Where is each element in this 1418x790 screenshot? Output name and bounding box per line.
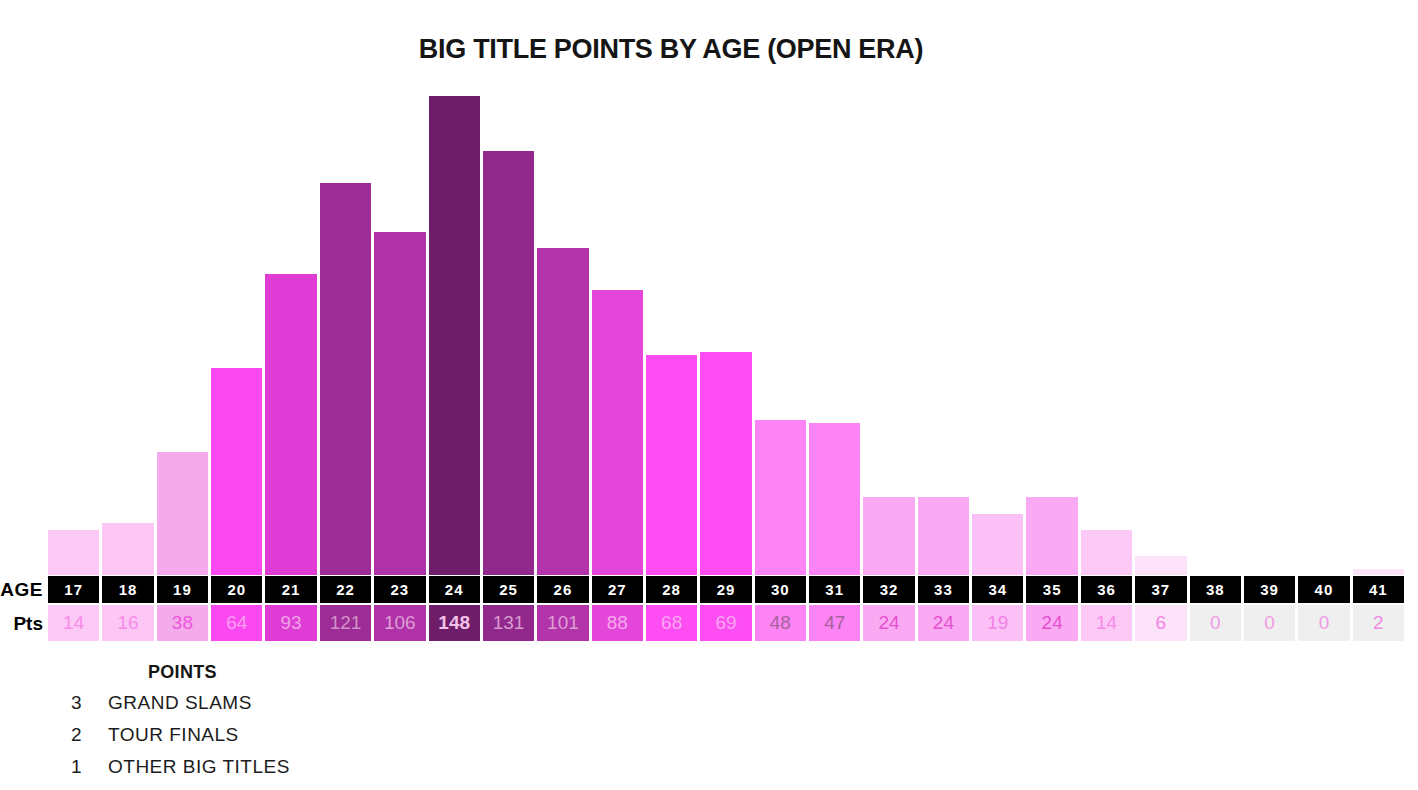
age-cell-36: 36 xyxy=(1081,576,1132,603)
points-cell-age-19: 38 xyxy=(157,605,208,641)
points-cell-age-41: 2 xyxy=(1353,605,1404,641)
points-cell-age-33: 24 xyxy=(918,605,969,641)
legend-item-label: TOUR FINALS xyxy=(108,724,239,745)
age-cell-33: 33 xyxy=(918,576,969,603)
points-row-label: Pts xyxy=(0,606,45,642)
bar-age-17 xyxy=(48,530,99,575)
age-cell-31: 31 xyxy=(809,576,860,603)
bar-age-32 xyxy=(863,497,914,575)
points-cell-age-39: 0 xyxy=(1244,605,1295,641)
points-cell-age-25: 131 xyxy=(483,605,534,641)
legend-points-value: 1 xyxy=(71,756,108,778)
legend-item-label: GRAND SLAMS xyxy=(108,692,252,713)
bar-age-21 xyxy=(265,274,316,575)
points-cell-age-24: 148 xyxy=(429,605,480,641)
bar-age-35 xyxy=(1026,497,1077,575)
bar-age-28 xyxy=(646,355,697,575)
age-cell-19: 19 xyxy=(157,576,208,603)
age-cell-34: 34 xyxy=(972,576,1023,603)
age-cell-30: 30 xyxy=(755,576,806,603)
age-cell-29: 29 xyxy=(700,576,751,603)
points-cell-age-28: 68 xyxy=(646,605,697,641)
bars-area xyxy=(48,96,1404,575)
bar-age-18 xyxy=(102,523,153,575)
age-cell-39: 39 xyxy=(1244,576,1295,603)
bar-age-30 xyxy=(755,420,806,575)
points-cell-age-18: 16 xyxy=(102,605,153,641)
bar-age-26 xyxy=(537,248,588,575)
age-cell-28: 28 xyxy=(646,576,697,603)
bar-age-23 xyxy=(374,232,425,575)
legend-item-grand-slams: 3GRAND SLAMS xyxy=(71,692,252,714)
points-cell-age-29: 69 xyxy=(700,605,751,641)
age-cell-23: 23 xyxy=(374,576,425,603)
age-cell-24: 24 xyxy=(429,576,480,603)
points-cell-age-30: 48 xyxy=(755,605,806,641)
points-cell-age-35: 24 xyxy=(1026,605,1077,641)
age-cell-35: 35 xyxy=(1026,576,1077,603)
points-cell-age-22: 121 xyxy=(320,605,371,641)
age-cell-26: 26 xyxy=(537,576,588,603)
bar-age-20 xyxy=(211,368,262,575)
bar-age-37 xyxy=(1135,556,1186,575)
points-cell-age-23: 106 xyxy=(374,605,425,641)
bar-age-27 xyxy=(592,290,643,575)
bar-age-19 xyxy=(157,452,208,575)
bar-age-25 xyxy=(483,151,534,575)
points-row: 1416386493121106148131101886869484724241… xyxy=(48,605,1404,641)
points-cell-age-26: 101 xyxy=(537,605,588,641)
points-cell-age-17: 14 xyxy=(48,605,99,641)
bar-age-29 xyxy=(700,352,751,575)
age-cell-17: 17 xyxy=(48,576,99,603)
age-cell-21: 21 xyxy=(265,576,316,603)
age-cell-40: 40 xyxy=(1298,576,1349,603)
bar-age-33 xyxy=(918,497,969,575)
chart-title: BIG TITLE POINTS BY AGE (OPEN ERA) xyxy=(0,34,1342,65)
points-cell-age-38: 0 xyxy=(1190,605,1241,641)
age-cell-38: 38 xyxy=(1190,576,1241,603)
bar-age-36 xyxy=(1081,530,1132,575)
points-cell-age-31: 47 xyxy=(809,605,860,641)
age-row-label: AGE xyxy=(0,576,45,603)
age-cell-20: 20 xyxy=(211,576,262,603)
bar-age-24 xyxy=(429,96,480,575)
points-cell-age-40: 0 xyxy=(1298,605,1349,641)
age-cell-41: 41 xyxy=(1353,576,1404,603)
age-cell-32: 32 xyxy=(863,576,914,603)
bar-age-41 xyxy=(1353,569,1404,575)
points-cell-age-32: 24 xyxy=(863,605,914,641)
age-cell-18: 18 xyxy=(102,576,153,603)
legend-item-tour-finals: 2TOUR FINALS xyxy=(71,724,239,746)
points-cell-age-37: 6 xyxy=(1135,605,1186,641)
points-cell-age-21: 93 xyxy=(265,605,316,641)
bar-age-31 xyxy=(809,423,860,575)
age-cell-37: 37 xyxy=(1135,576,1186,603)
legend-item-other-big-titles: 1OTHER BIG TITLES xyxy=(71,756,290,778)
age-row: 1718192021222324252627282930313233343536… xyxy=(48,576,1404,603)
bar-age-34 xyxy=(972,514,1023,575)
points-cell-age-34: 19 xyxy=(972,605,1023,641)
age-cell-27: 27 xyxy=(592,576,643,603)
points-cell-age-20: 64 xyxy=(211,605,262,641)
age-cell-22: 22 xyxy=(320,576,371,603)
age-cell-25: 25 xyxy=(483,576,534,603)
legend-points-value: 2 xyxy=(71,724,108,746)
legend-points-value: 3 xyxy=(71,692,108,714)
points-cell-age-27: 88 xyxy=(592,605,643,641)
legend-item-label: OTHER BIG TITLES xyxy=(108,756,290,777)
bar-age-22 xyxy=(320,183,371,575)
chart-page: BIG TITLE POINTS BY AGE (OPEN ERA) 17181… xyxy=(0,0,1418,790)
bar-chart: 1718192021222324252627282930313233343536… xyxy=(48,96,1404,641)
points-cell-age-36: 14 xyxy=(1081,605,1132,641)
legend-title: POINTS xyxy=(148,662,217,683)
